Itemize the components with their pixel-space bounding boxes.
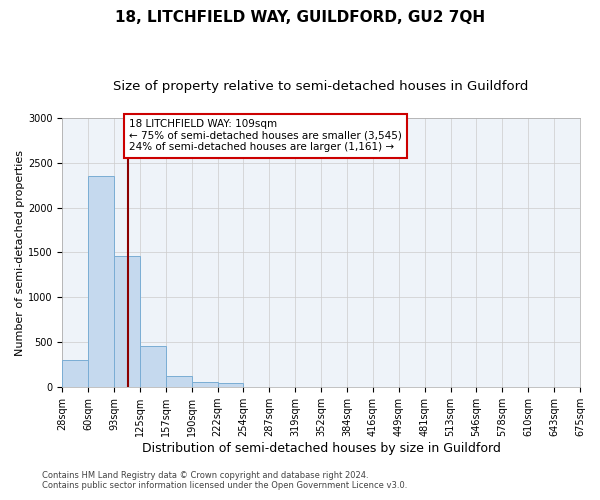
Text: 18, LITCHFIELD WAY, GUILDFORD, GU2 7QH: 18, LITCHFIELD WAY, GUILDFORD, GU2 7QH: [115, 10, 485, 25]
Text: Contains HM Land Registry data © Crown copyright and database right 2024.
Contai: Contains HM Land Registry data © Crown c…: [42, 470, 407, 490]
Bar: [62, 360, 88, 387]
Y-axis label: Number of semi-detached properties: Number of semi-detached properties: [15, 150, 25, 356]
Bar: [88, 176, 114, 387]
Bar: [114, 256, 140, 387]
Title: Size of property relative to semi-detached houses in Guildford: Size of property relative to semi-detach…: [113, 80, 529, 93]
X-axis label: Distribution of semi-detached houses by size in Guildford: Distribution of semi-detached houses by …: [142, 442, 500, 455]
Bar: [140, 346, 166, 387]
Bar: [166, 376, 191, 387]
Bar: [218, 382, 244, 387]
Text: 18 LITCHFIELD WAY: 109sqm
← 75% of semi-detached houses are smaller (3,545)
24% : 18 LITCHFIELD WAY: 109sqm ← 75% of semi-…: [130, 119, 402, 152]
Bar: [191, 382, 218, 387]
